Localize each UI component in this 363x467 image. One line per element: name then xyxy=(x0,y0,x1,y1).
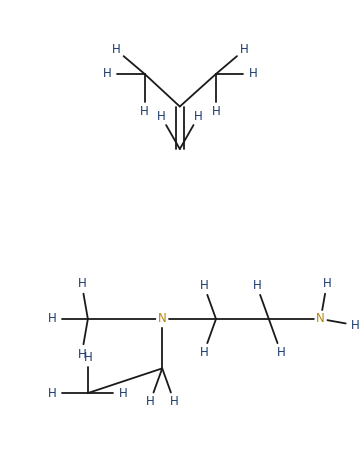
Text: H: H xyxy=(240,43,249,57)
Text: H: H xyxy=(48,387,57,400)
Text: N: N xyxy=(158,312,167,325)
Text: H: H xyxy=(140,105,149,118)
Text: H: H xyxy=(277,346,285,359)
Text: H: H xyxy=(322,277,331,290)
Text: H: H xyxy=(351,318,360,332)
Text: H: H xyxy=(48,312,57,325)
Text: H: H xyxy=(212,105,220,118)
Text: H: H xyxy=(112,43,121,57)
Text: N: N xyxy=(316,312,325,325)
Text: H: H xyxy=(200,279,208,292)
Text: H: H xyxy=(77,347,86,361)
Text: H: H xyxy=(170,395,179,408)
Text: H: H xyxy=(252,279,261,292)
Text: H: H xyxy=(157,110,166,123)
Text: H: H xyxy=(77,277,86,290)
Text: H: H xyxy=(194,110,203,123)
Text: H: H xyxy=(249,67,257,80)
Text: H: H xyxy=(83,351,92,364)
Text: H: H xyxy=(119,387,127,400)
Text: H: H xyxy=(200,346,208,359)
Text: H: H xyxy=(146,395,155,408)
Text: H: H xyxy=(103,67,112,80)
